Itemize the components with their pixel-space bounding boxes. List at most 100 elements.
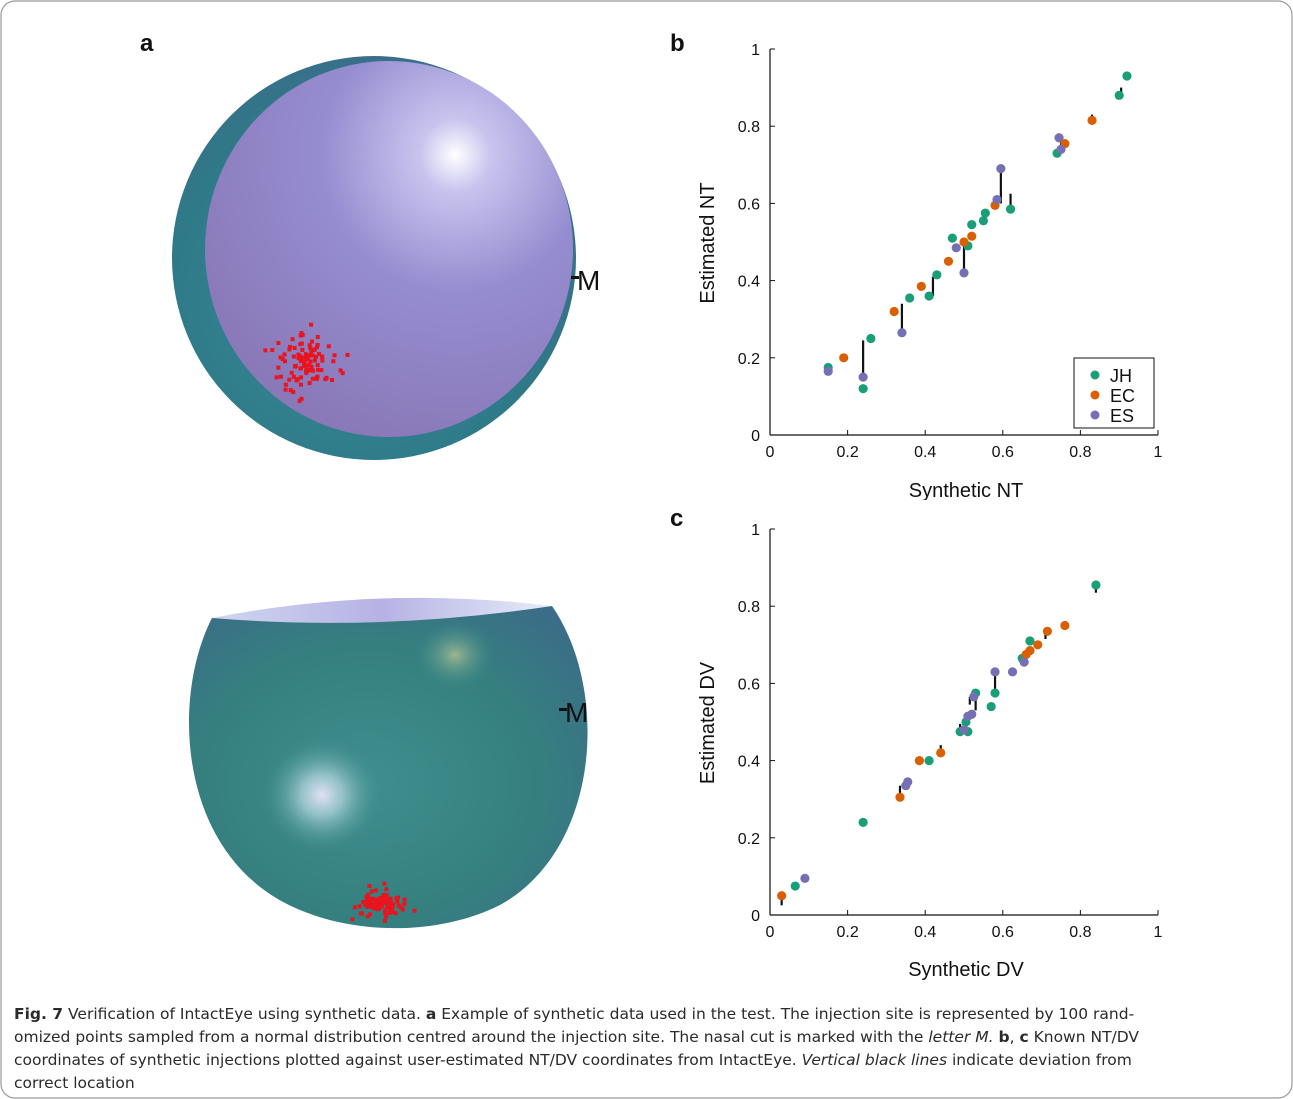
injection-point (332, 353, 337, 358)
data-point-jh (858, 817, 868, 827)
injection-point (388, 899, 393, 904)
injection-point (287, 344, 292, 349)
injection-point (305, 363, 310, 368)
injection-point (309, 339, 314, 344)
injection-point (320, 354, 325, 359)
injection-point (382, 881, 387, 886)
legend-label-ec: EC (1110, 386, 1135, 406)
x-tick-label: 0.4 (914, 444, 936, 461)
caption-text-bc3: indicate deviation from (951, 1051, 1132, 1069)
caption-text-a1: Example of synthetic data used in the te… (441, 1005, 1135, 1023)
injection-point (300, 347, 305, 352)
injection-point (310, 353, 315, 358)
injection-point (380, 898, 385, 903)
injection-point (307, 353, 312, 358)
data-point-es (969, 692, 979, 702)
data-point-es (1054, 133, 1064, 143)
injection-point (299, 341, 304, 346)
data-point-es (1019, 657, 1029, 667)
x-tick-label: 0.6 (992, 444, 1014, 461)
injection-point (393, 911, 398, 916)
injection-point (280, 357, 285, 362)
y-tick-label: 1 (751, 42, 760, 59)
injection-point (359, 911, 364, 916)
x-tick-label: 0.8 (1069, 444, 1091, 461)
injection-site-points-bottom (350, 881, 417, 923)
injection-point (395, 900, 400, 905)
injection-point (363, 902, 368, 907)
eye-inner-surface (205, 61, 573, 437)
injection-point (383, 908, 388, 913)
caption-letter-m: letter M. (928, 1028, 994, 1046)
injection-point (296, 352, 301, 357)
injection-point (329, 378, 334, 383)
caption-panel-a: a (425, 1005, 437, 1023)
injection-point (319, 368, 324, 373)
caption-panel-c: c (1019, 1028, 1029, 1046)
injection-point (388, 896, 393, 901)
injection-point (291, 390, 296, 395)
caption-text-bc2: coordinates of synthetic injections plot… (14, 1051, 797, 1069)
injection-point (297, 398, 302, 403)
injection-point (384, 887, 389, 892)
injection-point (383, 892, 388, 897)
injection-point (307, 381, 312, 386)
data-point-ec (895, 792, 905, 802)
injection-point (315, 363, 320, 368)
chart-b-xlabel: Synthetic NT (909, 480, 1023, 500)
injection-point (338, 368, 343, 373)
data-point-jh (924, 756, 934, 766)
y-tick-label: 0.2 (738, 831, 760, 848)
injection-point (306, 356, 311, 361)
data-point-es (996, 164, 1006, 174)
injection-point (294, 378, 299, 383)
data-point-jh (1122, 71, 1132, 81)
injection-point (299, 396, 304, 401)
injection-point (309, 364, 314, 369)
data-point-ec (959, 237, 969, 247)
injection-point (369, 904, 374, 909)
injection-point (365, 914, 370, 919)
x-tick-label: 1 (1154, 444, 1163, 461)
injection-point (276, 340, 281, 345)
data-point-jh (790, 881, 800, 891)
y-tick-label: 0.4 (738, 274, 760, 291)
injection-point (395, 895, 400, 900)
injection-point (323, 377, 328, 382)
caption-title: Verification of IntactEye using syntheti… (68, 1005, 421, 1023)
injection-point (369, 902, 374, 907)
caption-separator: , (1009, 1028, 1015, 1046)
injection-point (378, 895, 383, 900)
data-point-ec (1042, 626, 1053, 636)
injection-point (372, 902, 377, 907)
y-tick-label: 1 (751, 522, 760, 539)
data-point-es (959, 268, 969, 278)
injection-point (291, 354, 296, 359)
injection-point (364, 894, 369, 899)
injection-point (367, 883, 372, 888)
data-point-es (959, 725, 969, 735)
injection-point (308, 359, 313, 364)
injection-point (390, 905, 395, 910)
injection-point (366, 892, 371, 897)
data-point-jh (990, 688, 1000, 698)
data-point-jh (980, 208, 990, 218)
injection-point (315, 342, 320, 347)
y-tick-label: 0.6 (738, 196, 760, 213)
injection-point (303, 352, 308, 357)
data-point-jh (924, 291, 934, 301)
chart-dv-scatter: 0 0.2 0.4 0.6 0.8 1 0 0.2 0.4 0.6 0.8 1 Synthetic D… (697, 522, 1163, 980)
panel-a-letter: a (140, 30, 154, 57)
injection-point (373, 897, 378, 902)
y-tick-label: 0 (751, 428, 760, 445)
injection-point (309, 350, 314, 355)
injection-point (402, 897, 407, 902)
injection-point (283, 382, 288, 387)
nasal-cut-tick-top (571, 276, 579, 279)
data-point-ec (916, 281, 926, 291)
legend-marker-ec (1090, 390, 1100, 400)
data-point-es (903, 777, 913, 787)
x-tick-label: 0.8 (1069, 924, 1091, 941)
data-point-es (967, 709, 977, 719)
x-tick-label: 0.6 (992, 924, 1014, 941)
